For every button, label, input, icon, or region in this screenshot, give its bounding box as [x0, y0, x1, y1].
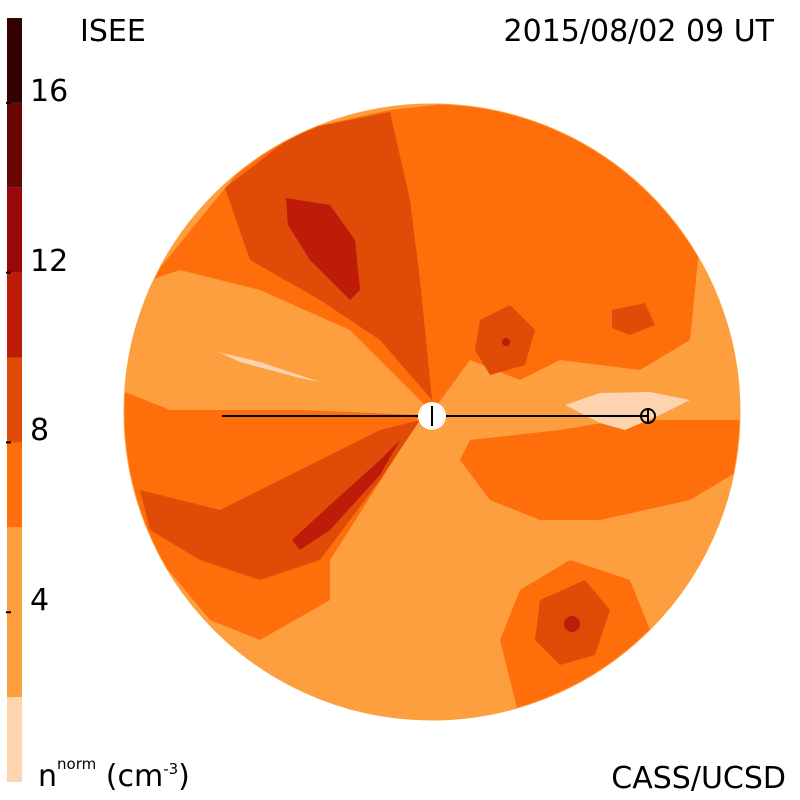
- disk-edge: [123, 103, 741, 721]
- region-light-right: [565, 392, 690, 430]
- chart-title-left: ISEE: [80, 14, 146, 49]
- region-light-left: [218, 352, 320, 382]
- region-higher-lowright: [564, 616, 580, 632]
- region-high-right: [612, 303, 655, 335]
- chart-title-right: 2015/08/02 09 UT: [503, 14, 774, 49]
- colorbar-segment: [7, 102, 22, 188]
- colorbar-label: nnorm (cm-3): [38, 755, 190, 794]
- colorbar-tick-label: 8: [30, 413, 50, 449]
- colorbar-segment: [7, 187, 22, 273]
- colorbar-segment: [7, 18, 22, 103]
- region-higher-topleft: [286, 198, 360, 300]
- colorbar-tick-label: 16: [30, 73, 69, 109]
- colorbar-segment: [7, 442, 22, 528]
- colorbar-tick-label: 12: [30, 243, 69, 279]
- colorbar-segment: [7, 357, 22, 443]
- density-disk: [124, 104, 740, 720]
- colorbar-segment: [7, 272, 22, 358]
- colorbar-segment: [7, 527, 22, 698]
- colorbar-tick-label: 4: [30, 583, 50, 619]
- region-higher-mid: [502, 338, 510, 346]
- region-higher-left: [292, 440, 400, 550]
- colorbar-ticks: [6, 101, 11, 614]
- colorbar: [7, 18, 22, 782]
- region-mid-right: [460, 420, 740, 520]
- region-high-left: [140, 420, 420, 580]
- credit-label: CASS/UCSD: [611, 761, 786, 796]
- colorbar-segment: [7, 697, 22, 782]
